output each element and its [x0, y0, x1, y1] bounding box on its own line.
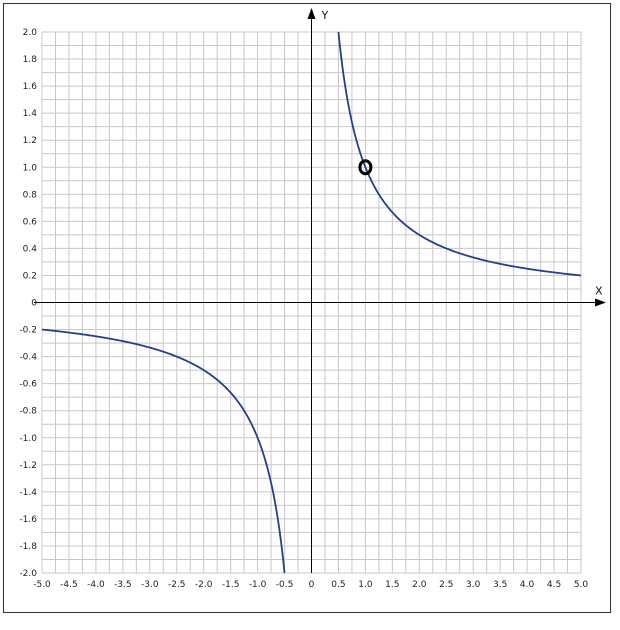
x-axis-label: X: [595, 285, 603, 298]
x-tick-label: 3.0: [466, 580, 481, 590]
curve-series: [41, 31, 582, 574]
x-tick-label: 0: [309, 580, 315, 590]
y-tick-label: -0.2: [19, 326, 37, 336]
y-tick-label: 1.6: [23, 82, 38, 92]
y-tick-label: 2.0: [23, 28, 38, 38]
x-tick-label: 4.0: [520, 580, 535, 590]
y-tick-label: -2.0: [19, 569, 37, 579]
x-tick-label: -1.5: [222, 580, 240, 590]
x-tick-label: -2.5: [168, 580, 186, 590]
x-tick-label: -4.5: [60, 580, 78, 590]
x-tick-label: -1.0: [249, 580, 267, 590]
x-tick-labels: -5.0 -4.5 -4.0 -3.5 -3.0 -2.5 -2.0 -1.5 -1.0 -0.5…: [33, 580, 588, 590]
x-tick-label: 2.0: [412, 580, 427, 590]
hyperbola-branch: [41, 328, 286, 574]
y-tick-label: -1.2: [19, 461, 37, 471]
x-axis-arrow: [595, 298, 606, 307]
x-tick-label: 2.5: [439, 580, 453, 590]
x-tick-label: 3.5: [493, 580, 507, 590]
x-tick-label: 1.0: [358, 580, 373, 590]
x-tick-label: 1.5: [385, 580, 399, 590]
y-tick-label: -0.4: [19, 353, 37, 363]
x-tick-label: -2.0: [195, 580, 213, 590]
hyperbola-branch: [337, 31, 582, 277]
chart-frame: X Y -5.0 -4.5 -4.0 -3.5 -3.0 -2.5 -2.0 -1.5 -1.0…: [3, 3, 611, 613]
y-tick-label: 1.4: [23, 109, 38, 119]
point-markers: [358, 159, 373, 176]
x-tick-label: -3.5: [114, 580, 132, 590]
x-tick-label: -5.0: [33, 580, 51, 590]
y-tick-label: 1.0: [23, 163, 38, 173]
y-tick-label: 0.6: [23, 217, 38, 227]
y-tick-label: 1.2: [23, 136, 37, 146]
x-tick-label: -4.0: [87, 580, 105, 590]
y-tick-label: 0.2: [23, 271, 37, 281]
x-tick-label: -0.5: [276, 580, 294, 590]
y-tick-labels: 2.0 1.8 1.6 1.4 1.2 1.0 0.8 0.6 0.4 0.2 0 -0.2 -0.4 -…: [19, 28, 37, 579]
y-tick-label: -1.8: [19, 542, 37, 552]
y-tick-label: 0: [31, 299, 37, 309]
x-tick-label: 4.5: [547, 580, 561, 590]
y-tick-label: 0.4: [23, 244, 38, 254]
y-tick-label: -0.8: [19, 407, 37, 417]
y-tick-label: -1.4: [19, 488, 37, 498]
y-tick-label: 1.8: [23, 55, 38, 65]
hyperbola-chart: X Y -5.0 -4.5 -4.0 -3.5 -3.0 -2.5 -2.0 -1.5 -1.0…: [19, 8, 606, 590]
y-tick-label: -0.6: [19, 380, 37, 390]
y-axis-label: Y: [321, 9, 329, 22]
y-tick-label: -1.6: [19, 515, 37, 525]
x-tick-label: -3.0: [141, 580, 159, 590]
axes: X Y: [34, 8, 606, 573]
y-tick-label: 0.8: [23, 190, 38, 200]
x-tick-label: 5.0: [574, 580, 589, 590]
x-tick-label: 0.5: [331, 580, 345, 590]
y-axis-arrow: [307, 8, 316, 19]
y-tick-label: -1.0: [19, 434, 37, 444]
point-marker: [358, 159, 373, 176]
